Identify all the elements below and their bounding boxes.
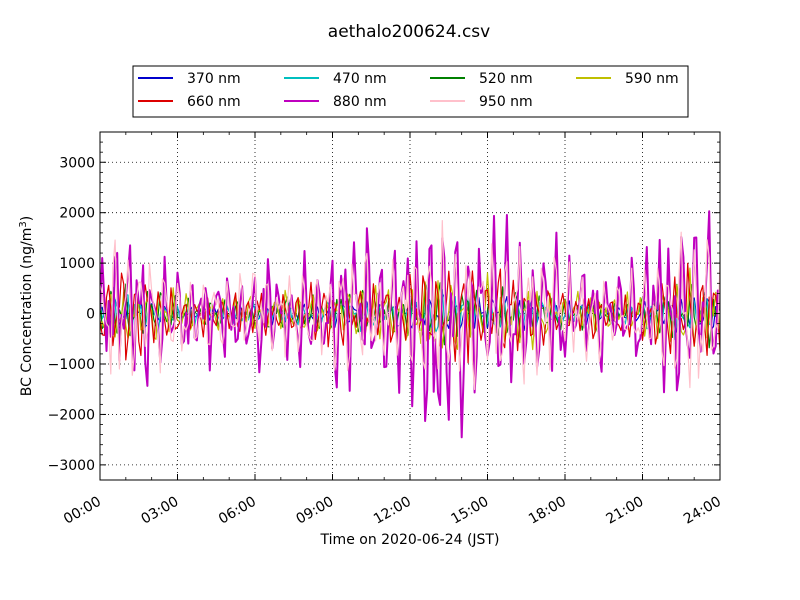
series-line [100, 210, 720, 439]
y-axis-label: BC Concentration (ng/m3) [18, 216, 35, 397]
y-tick-label: 3000 [59, 155, 95, 171]
legend-label: 520 nm [479, 71, 533, 87]
legend-frame [132, 65, 689, 118]
y-tick-labels: 3000 2000 1000 0 −1000 −2000 −3000 [48, 155, 95, 474]
y-axis-label-main: BC Concentration (ng/m [19, 228, 35, 397]
y-tick-label: 1000 [59, 256, 95, 272]
legend-label: 880 nm [333, 94, 387, 110]
y-tick-label: −3000 [48, 458, 95, 474]
legend: 370 nm 470 nm 520 nm 590 nm 660 nm 880 nm 950 … [132, 65, 689, 118]
legend-label: 370 nm [187, 71, 241, 87]
chart-title: aethalo200624.csv [328, 22, 490, 42]
y-tick-label: 2000 [59, 206, 95, 222]
y-tick-label: 0 [86, 307, 95, 323]
y-tick-label: −2000 [48, 407, 95, 423]
legend-label: 470 nm [333, 71, 387, 87]
y-axis-label-superscript: 3 [18, 221, 29, 227]
legend-label: 590 nm [625, 71, 679, 87]
series-group [100, 210, 720, 439]
y-tick-label: −1000 [48, 357, 95, 373]
legend-label: 950 nm [479, 94, 533, 110]
y-axis-label-close: ) [19, 216, 35, 221]
plot-frame [99, 131, 721, 481]
x-axis-label: Time on 2020-06-24 (JST) [320, 532, 500, 548]
legend-label: 660 nm [187, 94, 241, 110]
series-line [100, 220, 720, 391]
